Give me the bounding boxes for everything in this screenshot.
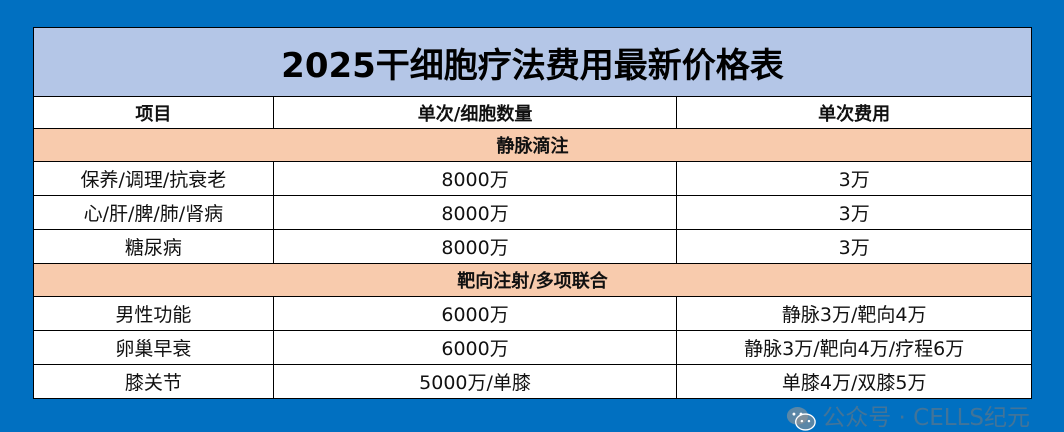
column-header: 单次费用 (676, 96, 1032, 129)
cell-cost: 静脉3万/靶向4万 (676, 296, 1032, 331)
wechat-icon (787, 407, 817, 431)
column-header: 项目 (33, 96, 274, 129)
cell-item: 男性功能 (33, 296, 274, 331)
column-header: 单次/细胞数量 (272, 96, 678, 129)
section-title: 靶向注射/多项联合 (33, 263, 1032, 297)
cell-quantity: 8000万 (272, 161, 678, 196)
cell-quantity: 6000万 (272, 330, 678, 365)
cell-cost: 3万 (676, 229, 1032, 264)
table-row: 心/肝/脾/肺/肾病 8000万 3万 (33, 195, 1032, 230)
cell-cost: 静脉3万/靶向4万/疗程6万 (676, 330, 1032, 365)
header-row: 项目 单次/细胞数量 单次费用 (33, 96, 1032, 129)
cell-cost: 单膝4万/双膝5万 (676, 364, 1032, 399)
cell-item: 糖尿病 (33, 229, 274, 264)
cell-quantity: 5000万/单膝 (272, 364, 678, 399)
table-row: 保养/调理/抗衰老 8000万 3万 (33, 161, 1032, 196)
section-row: 靶向注射/多项联合 (33, 263, 1032, 297)
cell-cost: 3万 (676, 161, 1032, 196)
cell-item: 卵巢早衰 (33, 330, 274, 365)
cell-item: 保养/调理/抗衰老 (33, 161, 274, 196)
cell-quantity: 8000万 (272, 195, 678, 230)
cell-quantity: 6000万 (272, 296, 678, 331)
section-row: 静脉滴注 (33, 128, 1032, 162)
cell-cost: 3万 (676, 195, 1032, 230)
watermark-text: 公众号 · CELLS纪元 (822, 405, 1030, 431)
price-table: 2025干细胞疗法费用最新价格表 项目 单次/细胞数量 单次费用 静脉滴注 保养… (33, 27, 1032, 399)
title-row: 2025干细胞疗法费用最新价格表 (33, 27, 1032, 97)
watermark: 公众号 · CELLS纪元 (786, 405, 1030, 432)
table-row: 男性功能 6000万 静脉3万/靶向4万 (33, 296, 1032, 331)
cell-item: 心/肝/脾/肺/肾病 (33, 195, 274, 230)
table-row: 膝关节 5000万/单膝 单膝4万/双膝5万 (33, 364, 1032, 399)
section-title: 静脉滴注 (33, 128, 1032, 162)
cell-item: 膝关节 (33, 364, 274, 399)
table-row: 卵巢早衰 6000万 静脉3万/靶向4万/疗程6万 (33, 330, 1032, 365)
table-row: 糖尿病 8000万 3万 (33, 229, 1032, 264)
page-title: 2025干细胞疗法费用最新价格表 (33, 27, 1032, 97)
cell-quantity: 8000万 (272, 229, 678, 264)
